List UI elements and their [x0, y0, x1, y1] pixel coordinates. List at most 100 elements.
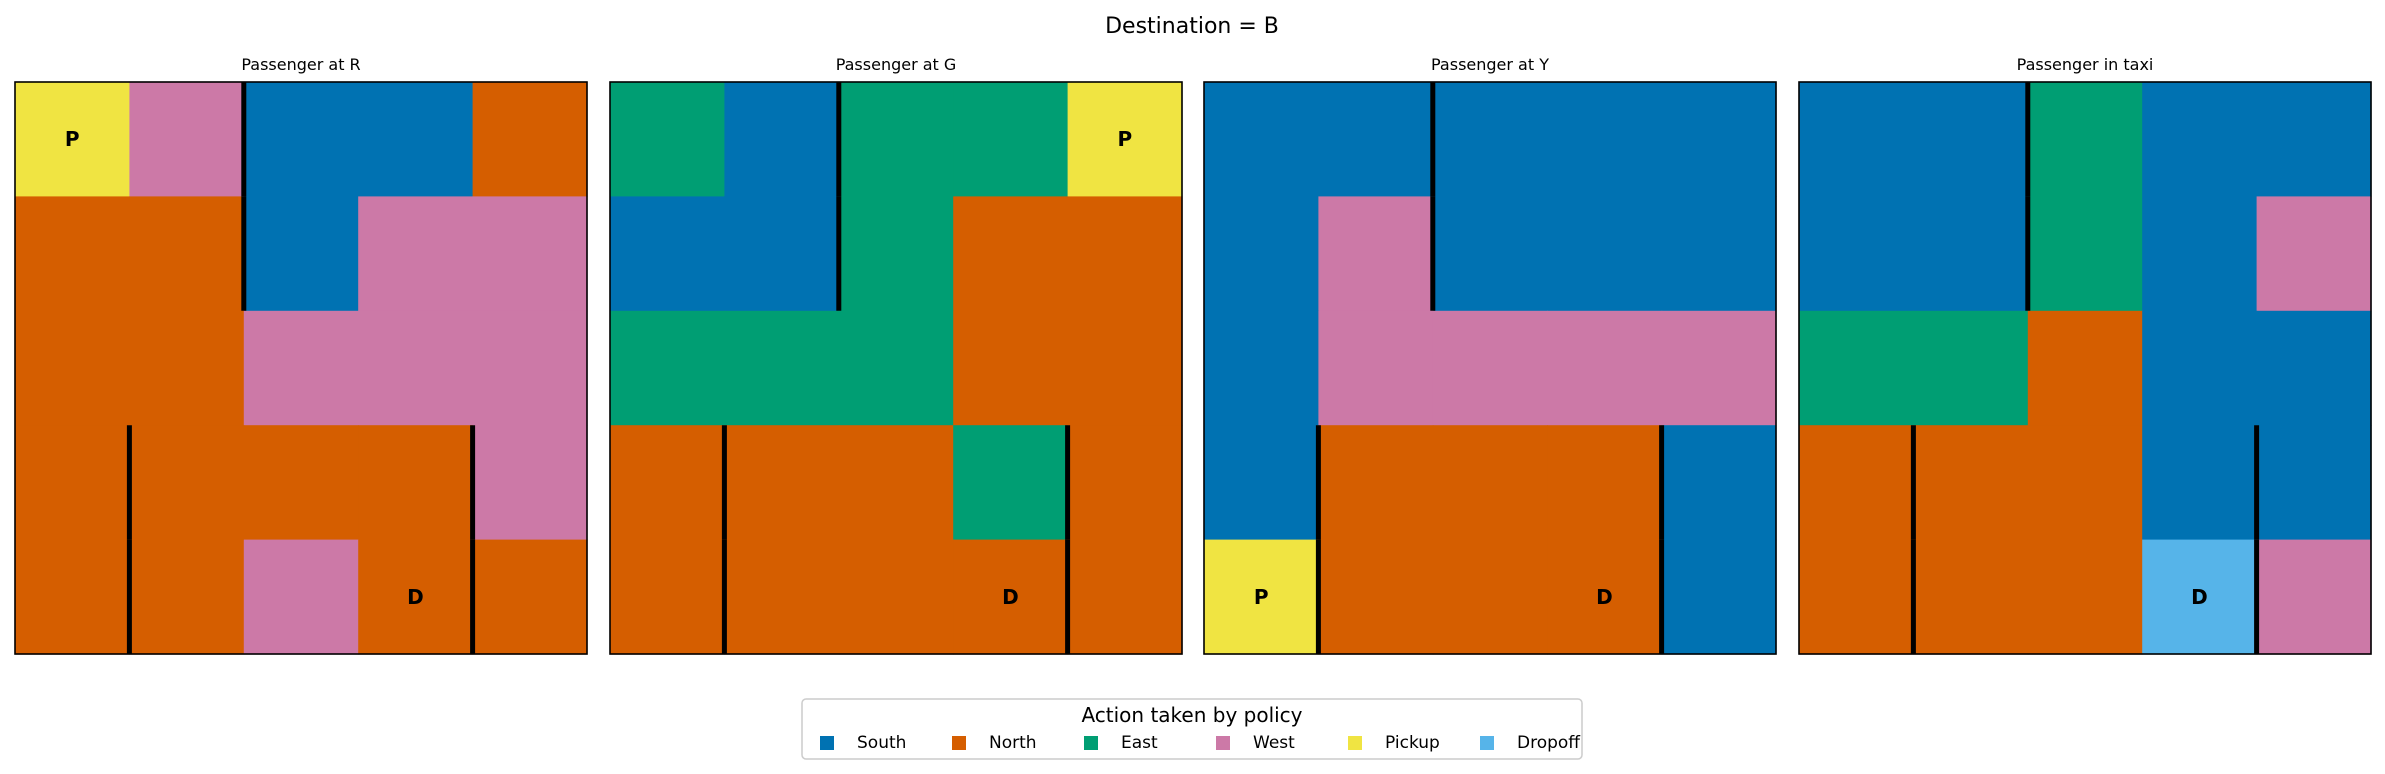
grid-cell-north	[129, 310, 245, 426]
grid-cell-south	[2256, 310, 2372, 426]
grid-cell-east	[2027, 82, 2143, 197]
grid-cell-south	[1661, 82, 1777, 197]
grid-cell-south	[2142, 310, 2258, 426]
panel-frame	[1798, 81, 2372, 655]
grid-cell-south	[724, 196, 840, 312]
panel-title: Passenger at R	[241, 55, 360, 74]
grid-cell-south	[358, 82, 474, 197]
grid-cell-west	[1318, 310, 1434, 426]
grid-cell-south	[2142, 82, 2258, 197]
grid-cell-north	[953, 310, 1069, 426]
grid-cell-north	[724, 539, 840, 655]
grid-cell-west	[1432, 310, 1548, 426]
grid-cell-south	[1318, 82, 1434, 197]
grid-cell-north	[1067, 310, 1183, 426]
grid-cell-east	[838, 196, 954, 312]
grid-cell-west	[2256, 539, 2372, 655]
grid-cell-south	[1799, 196, 1914, 312]
grid-cell-pickup	[1204, 539, 1319, 655]
grid-cell-north	[1432, 539, 1548, 655]
grid-cell-north	[358, 539, 474, 655]
legend-swatch-dropoff	[1480, 736, 1494, 750]
grid-cell-north	[358, 425, 474, 541]
grid-cell-east	[1799, 310, 1914, 426]
grid-cell-south	[1204, 82, 1319, 197]
grid-cell-south	[1432, 82, 1548, 197]
grid-cell-north	[1432, 425, 1548, 541]
legend-swatch-pickup	[1348, 736, 1362, 750]
destination-marker: D	[2191, 585, 2208, 609]
grid-cell-east	[724, 310, 840, 426]
legend-label-north: North	[989, 733, 1037, 753]
grid-cell-north	[610, 539, 725, 655]
legend-label-south: South	[857, 733, 906, 753]
grid-cell-north	[724, 425, 840, 541]
grid-cell-south	[2256, 82, 2372, 197]
grid-cell-east	[610, 82, 725, 197]
destination-marker: D	[407, 585, 424, 609]
grid-cell-north	[1067, 196, 1183, 312]
grid-cell-north	[129, 425, 245, 541]
legend-swatch-north	[952, 736, 966, 750]
grid-cell-south	[1204, 196, 1319, 312]
grid-cell-south	[1913, 196, 2029, 312]
grid-cell-north	[1799, 539, 1914, 655]
grid-cell-south	[2256, 425, 2372, 541]
legend-title: Action taken by policy	[1081, 703, 1302, 727]
panel-2: Passenger at G P D	[609, 55, 1183, 655]
grid-cell-south	[1661, 196, 1777, 312]
grid-cell-north	[953, 539, 1069, 655]
grid-cell-west	[472, 425, 588, 541]
destination-marker: D	[1002, 585, 1019, 609]
panel-title: Passenger in taxi	[2017, 55, 2154, 74]
pickup-marker: P	[1117, 127, 1132, 151]
legend-label-dropoff: Dropoff	[1517, 733, 1581, 753]
grid-cell-north	[1318, 539, 1434, 655]
grid-cell-north	[129, 539, 245, 655]
grid-cell-south	[1799, 82, 1914, 197]
grid-cell-north	[15, 425, 130, 541]
figure-title: Destination = B	[1105, 14, 1279, 39]
grid-cell-north	[472, 539, 588, 655]
legend-swatch-south	[820, 736, 834, 750]
grid-cell-north	[953, 196, 1069, 312]
grid-cell-east	[838, 310, 954, 426]
grid-cell-north	[2027, 310, 2143, 426]
grid-cell-south	[1432, 196, 1548, 312]
grid-cell-east	[610, 310, 725, 426]
grid-cell-west	[243, 310, 359, 426]
grid-cell-south	[610, 196, 725, 312]
panel-title: Passenger at Y	[1431, 55, 1549, 74]
grid-cell-east	[953, 82, 1069, 197]
grid-cell-north	[129, 196, 245, 312]
grid-cell-south	[1661, 425, 1777, 541]
panel-frame	[609, 81, 1183, 655]
grid-cell-north	[1547, 539, 1663, 655]
grid-cell-west	[358, 310, 474, 426]
grid-cell-west	[358, 196, 474, 312]
grid-cell-south	[1547, 196, 1663, 312]
grid-cell-north	[1067, 539, 1183, 655]
grid-cell-south	[243, 82, 359, 197]
grid-cell-south	[2142, 196, 2258, 312]
grid-cell-north	[15, 539, 130, 655]
grid-cell-north	[1799, 425, 1914, 541]
grid-cell-west	[1318, 196, 1434, 312]
grid-cell-east	[2027, 196, 2143, 312]
grid-cell-east	[1913, 310, 2029, 426]
grid-cell-pickup	[1067, 82, 1183, 197]
panel-1: Passenger at R P D	[14, 55, 588, 655]
legend-label-west: West	[1253, 733, 1295, 753]
grid-cell-south	[1547, 82, 1663, 197]
grid-cell-dropoff	[2142, 539, 2258, 655]
grid-cell-north	[15, 310, 130, 426]
grid-cell-west	[243, 539, 359, 655]
grid-cell-north	[243, 425, 359, 541]
grid-cell-east	[838, 82, 954, 197]
grid-cell-north	[1913, 539, 2029, 655]
grid-cell-south	[2142, 425, 2258, 541]
grid-cell-north	[1547, 425, 1663, 541]
grid-cell-south	[1661, 539, 1777, 655]
